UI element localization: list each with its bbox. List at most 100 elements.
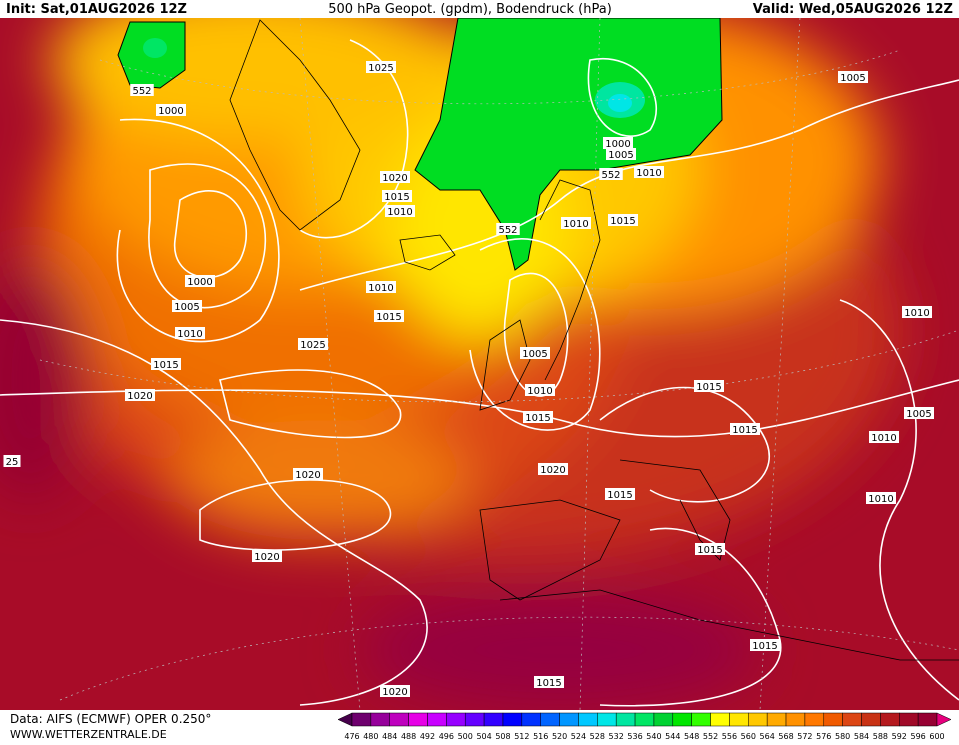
- colorbar-swatch: [521, 712, 541, 727]
- isobar-label-box: [151, 358, 181, 370]
- isobar-label: 1000: [187, 277, 212, 288]
- colorbar-tick-label: 492: [420, 732, 435, 741]
- isobar-label: 1015: [384, 192, 409, 203]
- isobar-label: 25: [6, 457, 19, 468]
- isobar-label-box: [382, 190, 412, 202]
- colorbar-tick-label: 572: [797, 732, 812, 741]
- colorbar-tick-label: 544: [665, 732, 680, 741]
- colorbar-tick-label: 520: [552, 732, 567, 741]
- colorbar-swatch: [710, 712, 730, 727]
- isobar-label-box: [125, 389, 155, 401]
- isobar-label-box: [380, 685, 410, 697]
- colorbar-swatch: [464, 712, 485, 727]
- colorbar-tick-label: 536: [627, 732, 642, 741]
- isobar-label: 1025: [368, 63, 393, 74]
- isobar-label-box: [380, 171, 410, 183]
- data-source: Data: AIFS (ECMWF) OPER 0.250°: [10, 712, 211, 726]
- colorbar-tick-label: 548: [684, 732, 699, 741]
- colorbar-tick-label: 560: [741, 732, 756, 741]
- isobar-label-box: [185, 275, 215, 287]
- isobar-label: 552: [498, 225, 517, 236]
- isobar-label: 1005: [174, 302, 199, 313]
- isobar-label: 1010: [636, 168, 661, 179]
- isobar-label: 1005: [840, 73, 865, 84]
- isobar-label-box: [869, 431, 899, 443]
- isobar-label: 1010: [527, 386, 552, 397]
- isobar-label-box: [695, 543, 725, 555]
- isobar-label: 1015: [525, 413, 550, 424]
- isobar-label-box: [694, 380, 724, 392]
- colorbar-swatch: [917, 712, 938, 727]
- colorbar-swatch: [899, 712, 919, 727]
- init-time: Init: Sat,01AUG2026 12Z: [6, 2, 187, 17]
- isobar-label-box: [496, 223, 520, 235]
- colorbar-swatch: [729, 712, 749, 727]
- colorbar-tick-label: 512: [514, 732, 529, 741]
- website: WWW.WETTERZENTRALE.DE: [10, 728, 167, 741]
- colorbar-tick-label: 500: [458, 732, 473, 741]
- isobar-label: 1020: [295, 470, 320, 481]
- isobar-label-box: [130, 84, 154, 96]
- colorbar-swatch: [578, 712, 598, 727]
- colorbar-tick-label: 588: [873, 732, 888, 741]
- colorbar-swatch: [370, 712, 390, 727]
- colorbar-tick-label: 504: [476, 732, 491, 741]
- isobar-label: 1015: [376, 312, 401, 323]
- colorbar-tick-label: 476: [344, 732, 359, 741]
- isobar-label: 1005: [522, 349, 547, 360]
- header-bar: [0, 0, 959, 18]
- isobar-label-box: [561, 217, 591, 229]
- isobar-label-box: [866, 492, 896, 504]
- colorbar-swatch: [446, 712, 466, 727]
- colorbar-swatch: [540, 712, 560, 727]
- colorbar-swatch: [842, 712, 862, 727]
- colorbar-tick-label: 488: [401, 732, 416, 741]
- isobar-label: 1020: [382, 687, 407, 698]
- isobar-label: 552: [601, 170, 620, 181]
- isobar-label: 1020: [540, 465, 565, 476]
- colorbar-tick-label: 540: [646, 732, 661, 741]
- isobar-label: 1025: [300, 340, 325, 351]
- coastlines: [229, 19, 959, 661]
- colorbar-tick-label: 584: [854, 732, 869, 741]
- isobar-label: 1015: [153, 360, 178, 371]
- isobar-label-box: [156, 104, 186, 116]
- colorbar-tick-label: 580: [835, 732, 850, 741]
- isobar-label: 1000: [605, 139, 630, 150]
- colorbar-tick-label: 596: [910, 732, 925, 741]
- colorbar-swatch: [408, 712, 428, 727]
- isobar-label-box: [534, 676, 564, 688]
- isobar-label-box: [525, 384, 555, 396]
- colorbar-tick-label: 564: [760, 732, 775, 741]
- isobar-label-box: [293, 468, 323, 480]
- isobar-label: 1015: [607, 490, 632, 501]
- isobar-label-box: [750, 639, 780, 651]
- colorbar-tick-label: 528: [590, 732, 605, 741]
- isobar-label: 1015: [536, 678, 561, 689]
- isobar-label-box: [366, 61, 396, 73]
- colorbar-swatch: [615, 712, 636, 727]
- isobar-label-box: [523, 411, 553, 423]
- isobar-label: 1005: [906, 409, 931, 420]
- colorbar-swatch: [823, 712, 843, 727]
- isobar-label-box: [904, 407, 934, 419]
- colorbar-tick-label: 576: [816, 732, 831, 741]
- isobar-label-box: [172, 300, 202, 312]
- colorbar-swatch: [748, 712, 768, 727]
- colorbar-swatch: [861, 712, 881, 727]
- colorbar-tick-label: 484: [382, 732, 397, 741]
- map-field: [0, 0, 959, 710]
- colorbar-tick-label: 496: [439, 732, 454, 741]
- colorbar: 476 480 484 488 492 496 500 504 508 512 516 520 524 5…: [337, 712, 952, 741]
- colorbar-swatch: [880, 712, 900, 727]
- colorbar-swatch: [804, 712, 825, 727]
- colorbar-tick-label: 516: [533, 732, 548, 741]
- isobar-label: 1010: [563, 219, 588, 230]
- isobar-label: 1015: [752, 641, 777, 652]
- colorbar-tick-label: 556: [722, 732, 737, 741]
- isobar-label-box: [634, 166, 664, 178]
- isobar-labels: 552 1000 1025 1020 1015 1010 1000 1005 552 1010 10…: [3, 61, 934, 698]
- isobar-label: 1000: [158, 106, 183, 117]
